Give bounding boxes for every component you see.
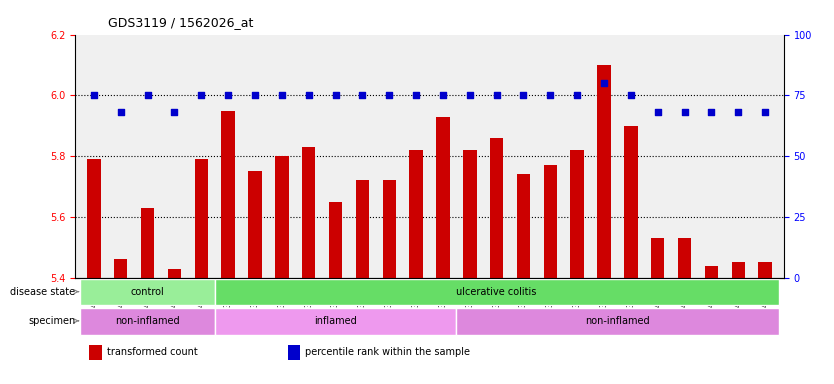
Bar [544, 165, 557, 278]
Text: non-inflamed: non-inflamed [585, 316, 650, 326]
Point [436, 92, 450, 98]
Bar [194, 159, 208, 278]
Bar [80, 279, 214, 305]
Point [597, 80, 610, 86]
Point [678, 109, 691, 116]
Point [329, 92, 342, 98]
Bar [490, 138, 504, 278]
Point [141, 92, 154, 98]
Point [758, 109, 771, 116]
Bar [517, 174, 530, 278]
Point [463, 92, 476, 98]
Bar [624, 126, 638, 278]
Point [249, 92, 262, 98]
Bar [221, 111, 235, 278]
Point [383, 92, 396, 98]
Bar [758, 263, 772, 278]
Text: control: control [131, 287, 164, 297]
Point [517, 92, 530, 98]
Point [194, 92, 208, 98]
Bar [597, 65, 610, 278]
Point [731, 109, 745, 116]
Bar [80, 308, 214, 334]
Bar [383, 180, 396, 278]
Text: disease state: disease state [11, 287, 78, 297]
Point [490, 92, 503, 98]
Text: transformed count: transformed count [107, 348, 198, 358]
Point [651, 109, 665, 116]
Bar [678, 238, 691, 278]
Bar [456, 308, 779, 334]
Bar [731, 263, 745, 278]
Text: non-inflamed: non-inflamed [115, 316, 180, 326]
Text: specimen: specimen [28, 316, 78, 326]
Bar [463, 150, 476, 278]
Bar [705, 265, 718, 278]
Bar [275, 156, 289, 278]
Bar [249, 171, 262, 278]
Bar [651, 238, 665, 278]
Point [88, 92, 101, 98]
Point [624, 92, 637, 98]
Bar [87, 159, 101, 278]
Point [544, 92, 557, 98]
Bar [114, 260, 128, 278]
Point [168, 109, 181, 116]
Bar [355, 180, 369, 278]
Point [705, 109, 718, 116]
Point [275, 92, 289, 98]
Bar [409, 150, 423, 278]
Text: inflamed: inflamed [314, 316, 357, 326]
Text: GDS3119 / 1562026_at: GDS3119 / 1562026_at [108, 16, 254, 29]
Bar [214, 279, 779, 305]
Point [409, 92, 423, 98]
Bar [214, 308, 456, 334]
Point [114, 109, 128, 116]
Bar [302, 147, 315, 278]
Bar [89, 345, 102, 360]
Text: percentile rank within the sample: percentile rank within the sample [305, 348, 470, 358]
Bar [436, 117, 450, 278]
Point [570, 92, 584, 98]
Bar [570, 150, 584, 278]
Point [222, 92, 235, 98]
Bar [329, 202, 342, 278]
Bar [141, 208, 154, 278]
Bar [288, 345, 300, 360]
Point [356, 92, 369, 98]
Bar [168, 268, 181, 278]
Point [302, 92, 315, 98]
Text: ulcerative colitis: ulcerative colitis [456, 287, 537, 297]
